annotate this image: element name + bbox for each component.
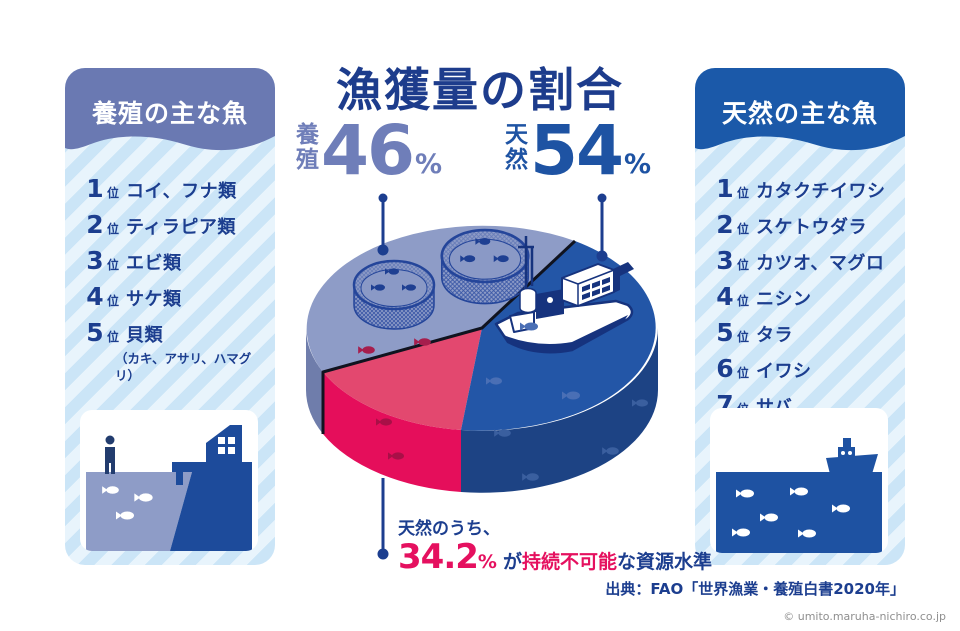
unsustainable-leader-line bbox=[377, 478, 389, 560]
wild-rank-list: 1 位 カタクチイワシ 2 位 スケトウダラ 3 位 カツオ、マグロ 4 位 ニ… bbox=[715, 176, 899, 428]
rank-item: 6 位 イワシ bbox=[715, 356, 899, 386]
wild-stat-label: 天然 bbox=[505, 122, 528, 173]
wild-stat: 天然 54 % bbox=[505, 111, 652, 191]
rank-suffix: 位 bbox=[107, 330, 120, 344]
farmed-leader-line bbox=[377, 193, 389, 256]
rank-item: 5 位 貝類 （カキ、アサリ、ハマグリ） bbox=[85, 320, 269, 384]
rank-fish-name: ニシン bbox=[756, 289, 812, 310]
rank-item: 3 位 エビ類 bbox=[85, 248, 269, 278]
rank-item: 5 位 タラ bbox=[715, 320, 899, 350]
wild-stat-unit: % bbox=[624, 148, 652, 180]
rank-fish-name: カタクチイワシ bbox=[756, 181, 886, 202]
rank-number: 2 bbox=[86, 210, 104, 239]
dock-pillar bbox=[176, 472, 183, 485]
fish-pen-icon bbox=[440, 228, 530, 305]
rank-fish-name: ティラピア類 bbox=[126, 217, 236, 238]
wild-illustration-card bbox=[710, 408, 888, 553]
rank-suffix: 位 bbox=[107, 294, 120, 308]
rank-suffix: 位 bbox=[737, 294, 750, 308]
farmed-stat-value: 46 bbox=[321, 111, 415, 191]
rank-suffix: 位 bbox=[737, 330, 750, 344]
farmed-slice-side bbox=[306, 328, 323, 434]
rank-item: 2 位 ティラピア類 bbox=[85, 212, 269, 242]
dock-platform bbox=[172, 462, 252, 472]
wild-panel-header: 天然の主な魚 bbox=[695, 68, 905, 168]
wild-header-wave bbox=[695, 68, 905, 151]
rank-fish-name: 貝類 bbox=[126, 325, 164, 346]
page-title: 漁獲量の割合 bbox=[336, 63, 624, 117]
rank-suffix: 位 bbox=[737, 222, 750, 236]
rank-item: 2 位 スケトウダラ bbox=[715, 212, 899, 242]
rank-number: 6 bbox=[716, 354, 734, 383]
rank-item: 4 位 サケ類 bbox=[85, 284, 269, 314]
farmed-stat-label: 養殖 bbox=[296, 122, 319, 173]
rank-fish-name: スケトウダラ bbox=[756, 217, 868, 238]
rank-fish-name: タラ bbox=[756, 325, 794, 346]
rank-suffix: 位 bbox=[737, 258, 750, 272]
rank-suffix: 位 bbox=[107, 258, 120, 272]
rank-number: 1 bbox=[86, 174, 104, 203]
wharf-wall bbox=[170, 472, 252, 551]
note-value: 34.2 bbox=[398, 537, 479, 577]
note-line1: 天然のうち、 bbox=[398, 519, 500, 539]
wild-leader-line bbox=[596, 193, 608, 262]
farmed-stat: 養殖 46 % bbox=[296, 111, 443, 191]
farmed-header-wave bbox=[65, 68, 275, 151]
unsustainable-note: 天然のうち、 34.2 % が 持続不可能 な資源水準 bbox=[398, 514, 712, 574]
rank-number: 4 bbox=[716, 282, 734, 311]
rank-number: 2 bbox=[716, 210, 734, 239]
farmed-panel-title: 養殖の主な魚 bbox=[91, 99, 248, 128]
wild-panel: 天然の主な魚 1 位 カタクチイワシ 2 位 スケトウダラ 3 位 カツオ、マグ… bbox=[695, 68, 905, 565]
rank-suffix: 位 bbox=[107, 222, 120, 236]
farmed-rank-list: 1 位 コイ、フナ類 2 位 ティラピア類 3 位 エビ類 4 位 サケ類 5 … bbox=[85, 176, 269, 390]
rank-fish-name: コイ、フナ類 bbox=[126, 181, 237, 202]
rank-suffix: 位 bbox=[107, 186, 120, 200]
rank-fish-name: エビ類 bbox=[126, 253, 182, 274]
unsustainable-slice-side bbox=[323, 372, 461, 492]
note-unit: % bbox=[477, 551, 497, 573]
ship-icon bbox=[826, 438, 878, 474]
building-icon bbox=[206, 425, 242, 462]
farmed-illustration-card bbox=[80, 410, 258, 551]
wild-stat-value: 54 bbox=[530, 111, 624, 191]
rank-item: 4 位 ニシン bbox=[715, 284, 899, 314]
bridge-windows bbox=[582, 277, 610, 300]
sea-water bbox=[716, 472, 882, 553]
rank-number: 3 bbox=[86, 246, 104, 275]
rank-number: 5 bbox=[716, 318, 734, 347]
rank-fish-name: サケ類 bbox=[126, 289, 182, 310]
copyright-text: © umito.maruha-nichiro.co.jp bbox=[783, 610, 946, 623]
fish-pen-icon bbox=[352, 259, 436, 330]
rank-sub-note: （カキ、アサリ、ハマグリ） bbox=[115, 351, 252, 383]
unsustainable-slice-top bbox=[323, 328, 482, 430]
farmed-stat-unit: % bbox=[415, 148, 443, 180]
rank-number: 4 bbox=[86, 282, 104, 311]
farmed-panel-header: 養殖の主な魚 bbox=[65, 68, 275, 168]
rank-item: 1 位 コイ、フナ類 bbox=[85, 176, 269, 206]
catch-pie-chart bbox=[280, 190, 680, 570]
person-icon bbox=[105, 435, 115, 474]
rank-number: 3 bbox=[716, 246, 734, 275]
source-credit: 出典：FAO「世界漁業・養殖白書2020年」 bbox=[605, 580, 905, 598]
rank-item: 1 位 カタクチイワシ bbox=[715, 176, 899, 206]
catch-pie-svg bbox=[306, 193, 658, 560]
ocean-scene bbox=[716, 438, 882, 553]
rank-fish-name: イワシ bbox=[756, 361, 812, 382]
note-line2: 34.2 % が 持続不可能 な資源水準 bbox=[398, 537, 712, 577]
aquaculture-scene bbox=[86, 425, 252, 551]
rank-number: 1 bbox=[716, 174, 734, 203]
farmed-panel: 養殖の主な魚 1 位 コイ、フナ類 2 位 ティラピア類 3 位 エビ類 4 位… bbox=[65, 68, 275, 565]
wild-panel-title: 天然の主な魚 bbox=[721, 99, 878, 128]
slice-divider-lines bbox=[321, 239, 577, 434]
rank-item: 3 位 カツオ、マグロ bbox=[715, 248, 899, 278]
rank-suffix: 位 bbox=[737, 366, 750, 380]
rank-fish-name: カツオ、マグロ bbox=[756, 253, 885, 274]
rank-number: 5 bbox=[86, 318, 104, 347]
rank-suffix: 位 bbox=[737, 186, 750, 200]
